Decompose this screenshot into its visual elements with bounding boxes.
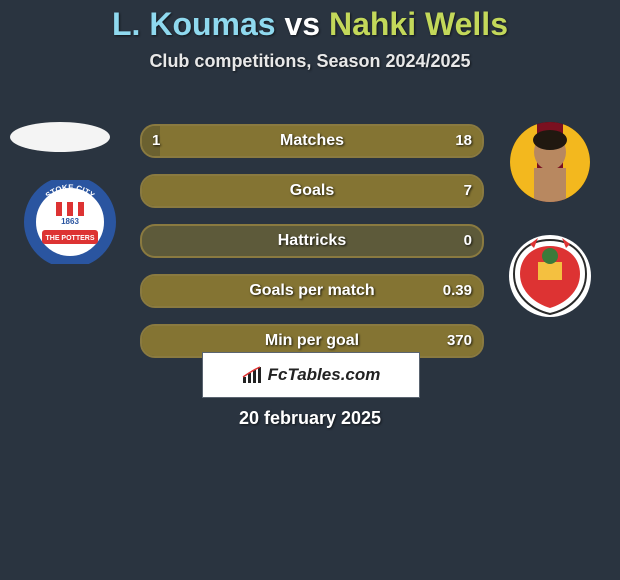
svg-text:1863: 1863 xyxy=(61,217,79,226)
branding-text: FcTables.com xyxy=(268,365,381,385)
player1-name: L. Koumas xyxy=(112,6,276,42)
stat-label: Goals per match xyxy=(142,276,482,306)
bar-chart-icon xyxy=(242,366,264,384)
stat-row: Hattricks0 xyxy=(140,224,484,258)
stat-value-right: 0.39 xyxy=(443,276,472,306)
player2-club-badge xyxy=(500,234,600,318)
player1-club-badge: STOKE CITY THE POTTERS 1863 xyxy=(20,180,120,264)
stat-value-right: 7 xyxy=(464,176,472,206)
stat-row: Matches1 18 xyxy=(140,124,484,158)
snapshot-date: 20 february 2025 xyxy=(0,408,620,429)
stat-label: Matches xyxy=(142,126,482,156)
player2-avatar xyxy=(510,122,590,202)
stat-label: Goals xyxy=(142,176,482,206)
vs-text: vs xyxy=(284,6,320,42)
player1-avatar xyxy=(10,122,110,152)
player2-name: Nahki Wells xyxy=(329,6,508,42)
stats-panel: Matches1 18 Goals7 Hattricks0 Goals per matc… xyxy=(140,124,480,374)
subtitle: Club competitions, Season 2024/2025 xyxy=(0,51,620,72)
fctables-branding: FcTables.com xyxy=(202,352,420,398)
stat-value-right: 0 xyxy=(464,226,472,256)
stat-value-right: 18 xyxy=(455,126,472,156)
stat-value-right: 370 xyxy=(447,326,472,356)
stat-label: Hattricks xyxy=(142,226,482,256)
comparison-title: L. Koumas vs Nahki Wells xyxy=(0,0,620,43)
svg-text:THE POTTERS: THE POTTERS xyxy=(45,235,94,242)
stat-row: Goals7 xyxy=(140,174,484,208)
stat-value-left: 1 xyxy=(152,126,160,156)
stat-row: Goals per match0.39 xyxy=(140,274,484,308)
